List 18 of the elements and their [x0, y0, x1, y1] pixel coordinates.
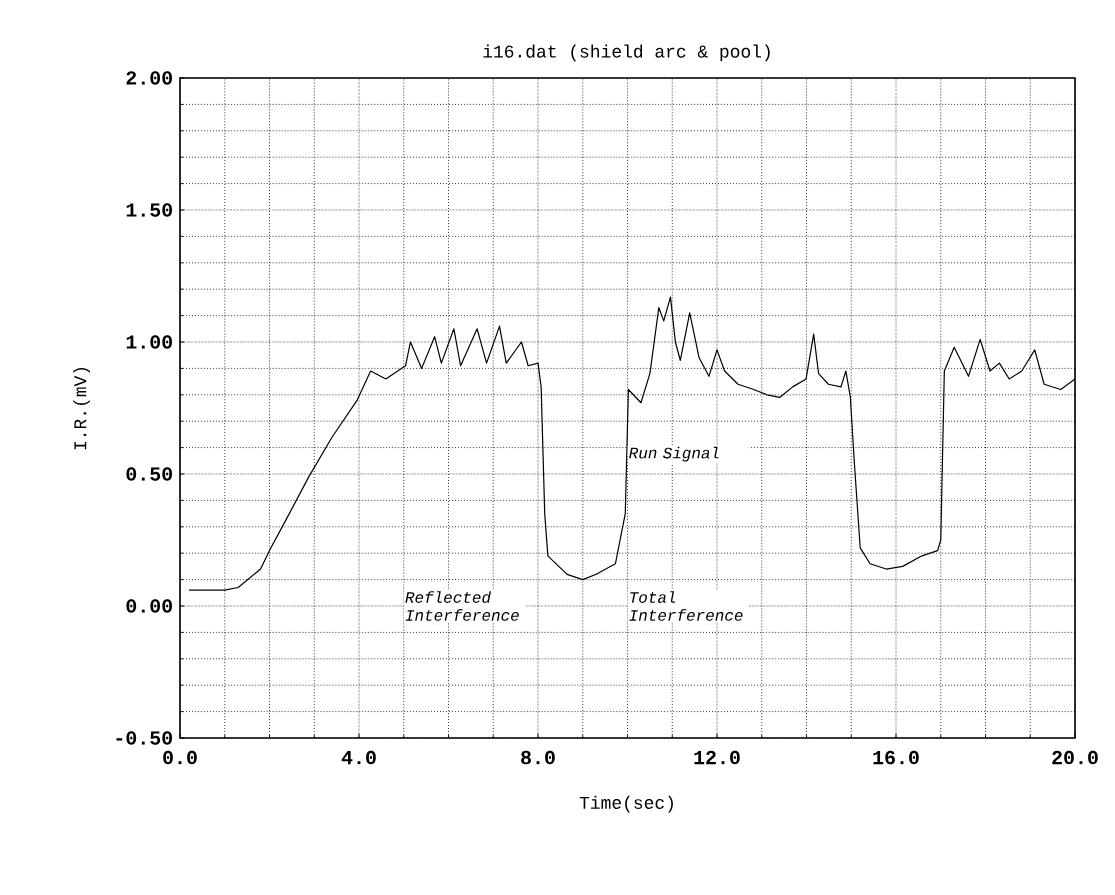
- annotation: Total Interference: [629, 591, 743, 621]
- y-tick-label: 0.00: [126, 599, 173, 613]
- y-tick-label: 0.50: [126, 467, 173, 481]
- x-tick-label: 20.0: [1052, 750, 1098, 765]
- y-tick-label: 1.00: [126, 335, 173, 349]
- x-tick-label: 0.0: [163, 750, 197, 765]
- x-tick-label: 12.0: [694, 750, 740, 765]
- y-tick-label: 1.50: [126, 203, 173, 217]
- y-axis-title: I.R.(mV): [73, 367, 90, 450]
- annotation: Run Signal: [629, 446, 719, 462]
- x-tick-label: 8.0: [521, 750, 555, 765]
- x-tick-label: 16.0: [873, 750, 919, 765]
- chart-title: i16.dat (shield arc & pool): [483, 44, 770, 62]
- annotation: Reflected Interference: [405, 591, 519, 621]
- y-tick-label: -0.50: [116, 731, 173, 745]
- y-tick-label: 2.00: [126, 71, 173, 85]
- x-axis-title: Time(sec): [579, 795, 673, 813]
- x-tick-label: 4.0: [341, 750, 376, 765]
